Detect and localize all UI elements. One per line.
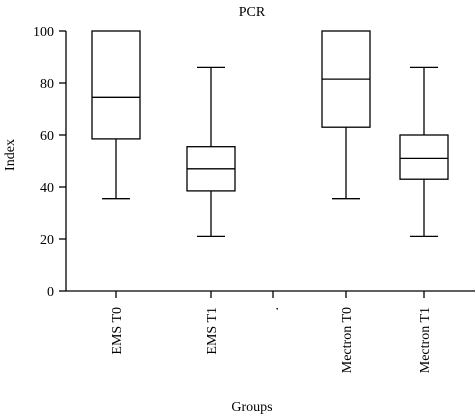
iqr-box <box>399 134 449 180</box>
y-tick-label: 0 <box>47 285 54 300</box>
axes: 0 20 40 60 80 100 EMS T0 EMS T1. Mectron T0 Mectr… <box>33 25 475 373</box>
x-tick-label: Mectron T0 <box>340 307 355 373</box>
chart-title: PCR <box>239 5 266 20</box>
y-tick-label: 80 <box>40 77 54 92</box>
iqr-box <box>91 30 141 140</box>
y-tick-label: 40 <box>40 181 54 196</box>
x-axis-label: Groups <box>231 400 272 415</box>
boxes <box>91 30 449 238</box>
box-mectron-t1 <box>399 66 449 238</box>
x-tick-label: EMS T0 <box>110 307 125 355</box>
y-tick-label: 60 <box>40 129 54 144</box>
box-ems-t1 <box>186 66 236 238</box>
x-tick-label: EMS T1 <box>205 307 220 355</box>
x-tick-label: . <box>267 307 282 311</box>
y-axis-label: Index <box>3 139 18 171</box>
box-mectron-t0 <box>321 30 371 200</box>
box-ems-t0 <box>91 30 141 200</box>
x-tick-label: Mectron T1 <box>418 307 433 373</box>
y-tick-label: 20 <box>40 233 54 248</box>
y-tick-label: 100 <box>33 25 54 40</box>
